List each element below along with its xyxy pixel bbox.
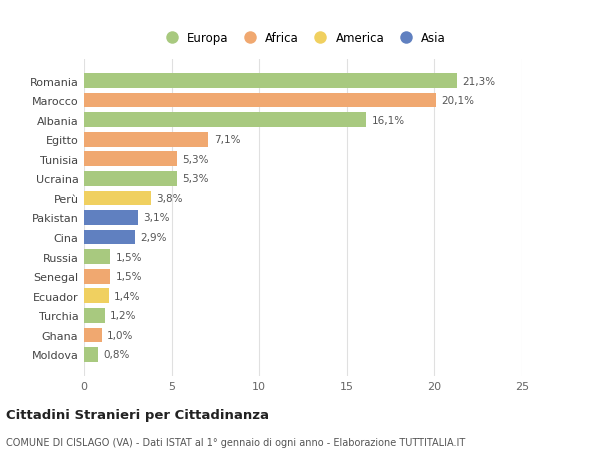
Text: 1,5%: 1,5%: [116, 272, 142, 281]
Text: 5,3%: 5,3%: [182, 174, 209, 184]
Text: Cittadini Stranieri per Cittadinanza: Cittadini Stranieri per Cittadinanza: [6, 408, 269, 421]
Text: 1,2%: 1,2%: [110, 311, 137, 321]
Bar: [84, 328, 101, 342]
Text: 1,5%: 1,5%: [116, 252, 142, 262]
Bar: [84, 152, 177, 167]
Bar: [84, 269, 110, 284]
Text: 20,1%: 20,1%: [442, 96, 475, 106]
Bar: [84, 74, 457, 89]
Legend: Europa, Africa, America, Asia: Europa, Africa, America, Asia: [155, 28, 451, 50]
Bar: [84, 191, 151, 206]
Text: 1,4%: 1,4%: [114, 291, 140, 301]
Text: 16,1%: 16,1%: [371, 115, 404, 125]
Text: 3,1%: 3,1%: [143, 213, 170, 223]
Bar: [84, 250, 110, 264]
Bar: [84, 308, 105, 323]
Bar: [84, 289, 109, 303]
Text: 7,1%: 7,1%: [214, 135, 240, 145]
Text: 5,3%: 5,3%: [182, 155, 209, 164]
Bar: [84, 94, 436, 108]
Bar: [84, 211, 139, 225]
Text: 3,8%: 3,8%: [156, 194, 182, 203]
Bar: [84, 172, 177, 186]
Text: 21,3%: 21,3%: [463, 76, 496, 86]
Bar: [84, 133, 208, 147]
Bar: [84, 347, 98, 362]
Bar: [84, 230, 135, 245]
Text: 1,0%: 1,0%: [107, 330, 133, 340]
Text: 0,8%: 0,8%: [103, 350, 130, 360]
Text: COMUNE DI CISLAGO (VA) - Dati ISTAT al 1° gennaio di ogni anno - Elaborazione TU: COMUNE DI CISLAGO (VA) - Dati ISTAT al 1…: [6, 437, 465, 447]
Bar: [84, 113, 366, 128]
Text: 2,9%: 2,9%: [140, 233, 167, 242]
